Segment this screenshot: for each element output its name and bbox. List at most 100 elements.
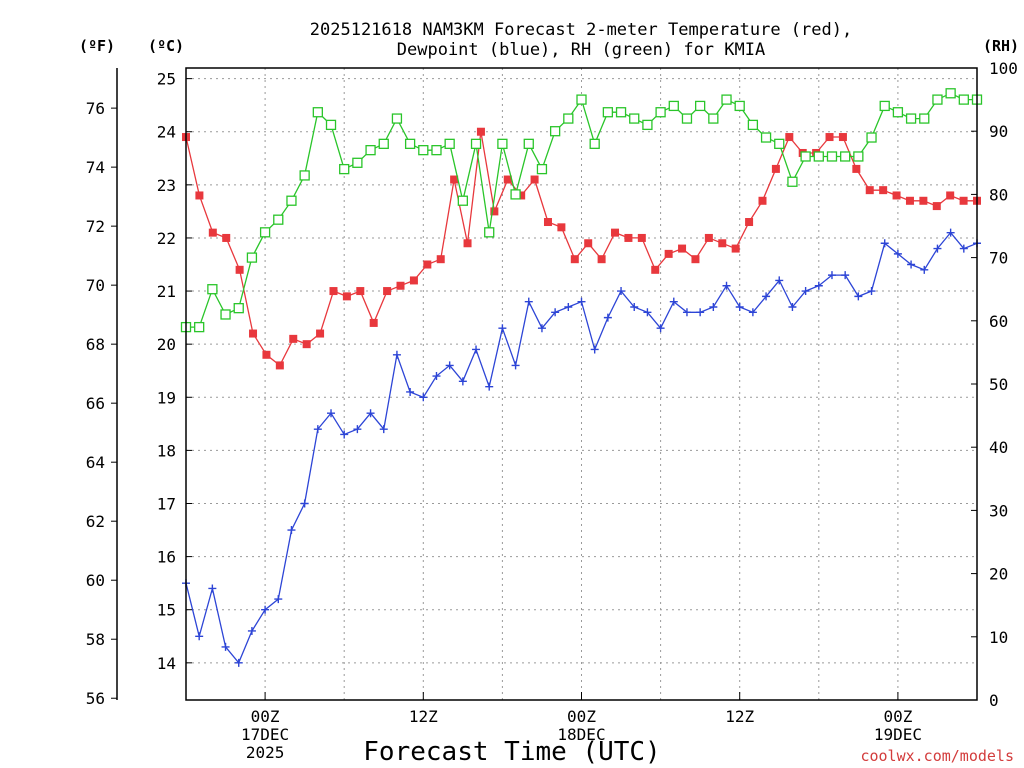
dewpoint-point [577, 297, 586, 306]
rh-point [312, 107, 323, 118]
rh-tick-label: 20 [989, 565, 1008, 584]
dewpoint-point [696, 308, 705, 317]
temperature-point [557, 223, 566, 232]
dewpoint-point [841, 271, 850, 280]
fahrenheit-tick-label: 68 [86, 335, 105, 354]
dewpoint-point [893, 249, 902, 258]
rh-point [378, 138, 389, 149]
temperature-point [289, 334, 298, 343]
temperature-point [879, 186, 888, 195]
rh-point [708, 113, 719, 124]
rh-tick-label: 70 [989, 249, 1008, 268]
rh-point [207, 284, 218, 295]
dewpoint-point [933, 244, 942, 253]
temperature-point [905, 196, 914, 205]
rh-point [695, 100, 706, 112]
rh-point [629, 113, 640, 124]
rh-point [497, 138, 508, 149]
temperature-point [825, 133, 834, 142]
temperature-point [718, 239, 727, 248]
dewpoint-point [762, 292, 771, 301]
temperature-point [530, 175, 539, 184]
celsius-tick-label: 21 [157, 282, 176, 301]
dewpoint-point [775, 276, 784, 285]
dewpoint-point [247, 626, 256, 635]
rh-point [299, 170, 310, 181]
rh-tick-label: 40 [989, 438, 1008, 457]
rh-point [840, 151, 851, 162]
rh-point [418, 145, 429, 156]
rh-point [919, 113, 930, 124]
rh-point [523, 138, 534, 149]
dewpoint-point [340, 430, 349, 439]
dewpoint-point [748, 308, 757, 317]
temperature-point [463, 239, 472, 248]
rh-point [945, 88, 956, 99]
temperature-point [852, 164, 861, 173]
rh-point [576, 94, 587, 105]
temperature-point [624, 233, 633, 242]
rh-point [642, 119, 653, 131]
dewpoint-point [458, 377, 467, 386]
celsius-tick-label: 18 [157, 441, 176, 460]
temperature-point [369, 318, 378, 327]
celsius-tick-label: 19 [157, 388, 176, 407]
temperature-point [959, 196, 968, 205]
rh-point [259, 227, 271, 238]
temperature-point [704, 233, 713, 242]
fahrenheit-tick-label: 58 [86, 630, 105, 649]
dewpoint-point [867, 287, 876, 296]
dewpoint-point [590, 345, 599, 354]
rh-point [655, 107, 666, 118]
dewpoint-point [432, 372, 441, 381]
temperature-point [597, 255, 606, 264]
dewpoint-point [261, 605, 270, 614]
rh-point [668, 100, 679, 112]
temperature-point [195, 191, 204, 200]
x-tick-label: 19DEC [874, 725, 922, 744]
temperature-point [302, 340, 311, 349]
rh-point [615, 107, 627, 118]
temperature-point [383, 287, 392, 296]
dewpoint-point [392, 350, 401, 359]
dewpoint-point [274, 595, 283, 604]
x-tick-label: 12Z [409, 707, 438, 726]
rh-point [563, 113, 574, 124]
fahrenheit-tick-label: 66 [86, 394, 105, 413]
credit-label: coolwx.com/models [860, 747, 1014, 765]
rh-point [365, 145, 376, 156]
dewpoint-point [445, 361, 454, 370]
x-tick-label: 2025 [246, 743, 285, 762]
dewpoint-point [472, 345, 481, 354]
rh-point [721, 94, 732, 105]
dewpoint-point [551, 308, 560, 317]
dewpoint-point [537, 324, 546, 333]
celsius-tick-label: 16 [157, 548, 176, 567]
celsius-tick-label: 22 [157, 229, 176, 248]
dewpoint-point [907, 260, 916, 269]
rh-point [866, 132, 877, 143]
dewpoint-point [366, 409, 375, 418]
dewpoint-point [234, 658, 243, 667]
dewpoint-point [419, 393, 428, 402]
temperature-point [235, 265, 244, 274]
rh-point [325, 119, 337, 131]
dewpoint-point [564, 302, 573, 311]
rh-point [273, 214, 284, 225]
dewpoint-point [630, 302, 639, 311]
rh-unit-label: (RH) [983, 37, 1019, 55]
temperature-point [570, 255, 579, 264]
temperature-point [476, 127, 485, 136]
rh-point [457, 195, 469, 206]
celsius-tick-label: 17 [157, 494, 176, 513]
temperature-point [771, 164, 780, 173]
rh-point [510, 189, 521, 200]
rh-point [194, 321, 205, 333]
temperature-point [651, 265, 660, 274]
grid-lines [186, 68, 977, 700]
fahrenheit-tick-label: 60 [86, 571, 105, 590]
dewpoint-point [735, 302, 744, 311]
dewpoint-point [353, 425, 362, 434]
dewpoint-point [379, 425, 388, 434]
rh-point [774, 138, 785, 149]
